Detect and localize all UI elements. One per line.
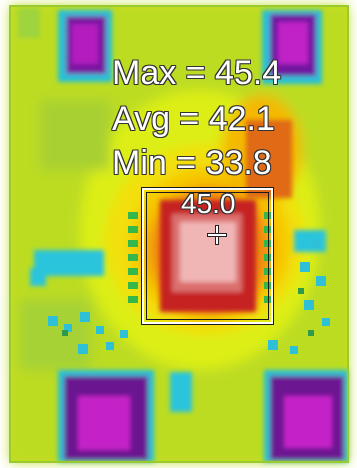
spot-temperature-label: 45.0 [181, 188, 236, 219]
max-temperature-label: Max = 45.4 [112, 54, 282, 92]
avg-temperature-label: Avg = 42.1 [112, 100, 275, 138]
min-temperature-label: Min = 33.8 [112, 144, 272, 182]
crosshair-icon [208, 226, 226, 244]
measurement-box [141, 187, 274, 325]
measurement-box-inner [146, 192, 269, 320]
